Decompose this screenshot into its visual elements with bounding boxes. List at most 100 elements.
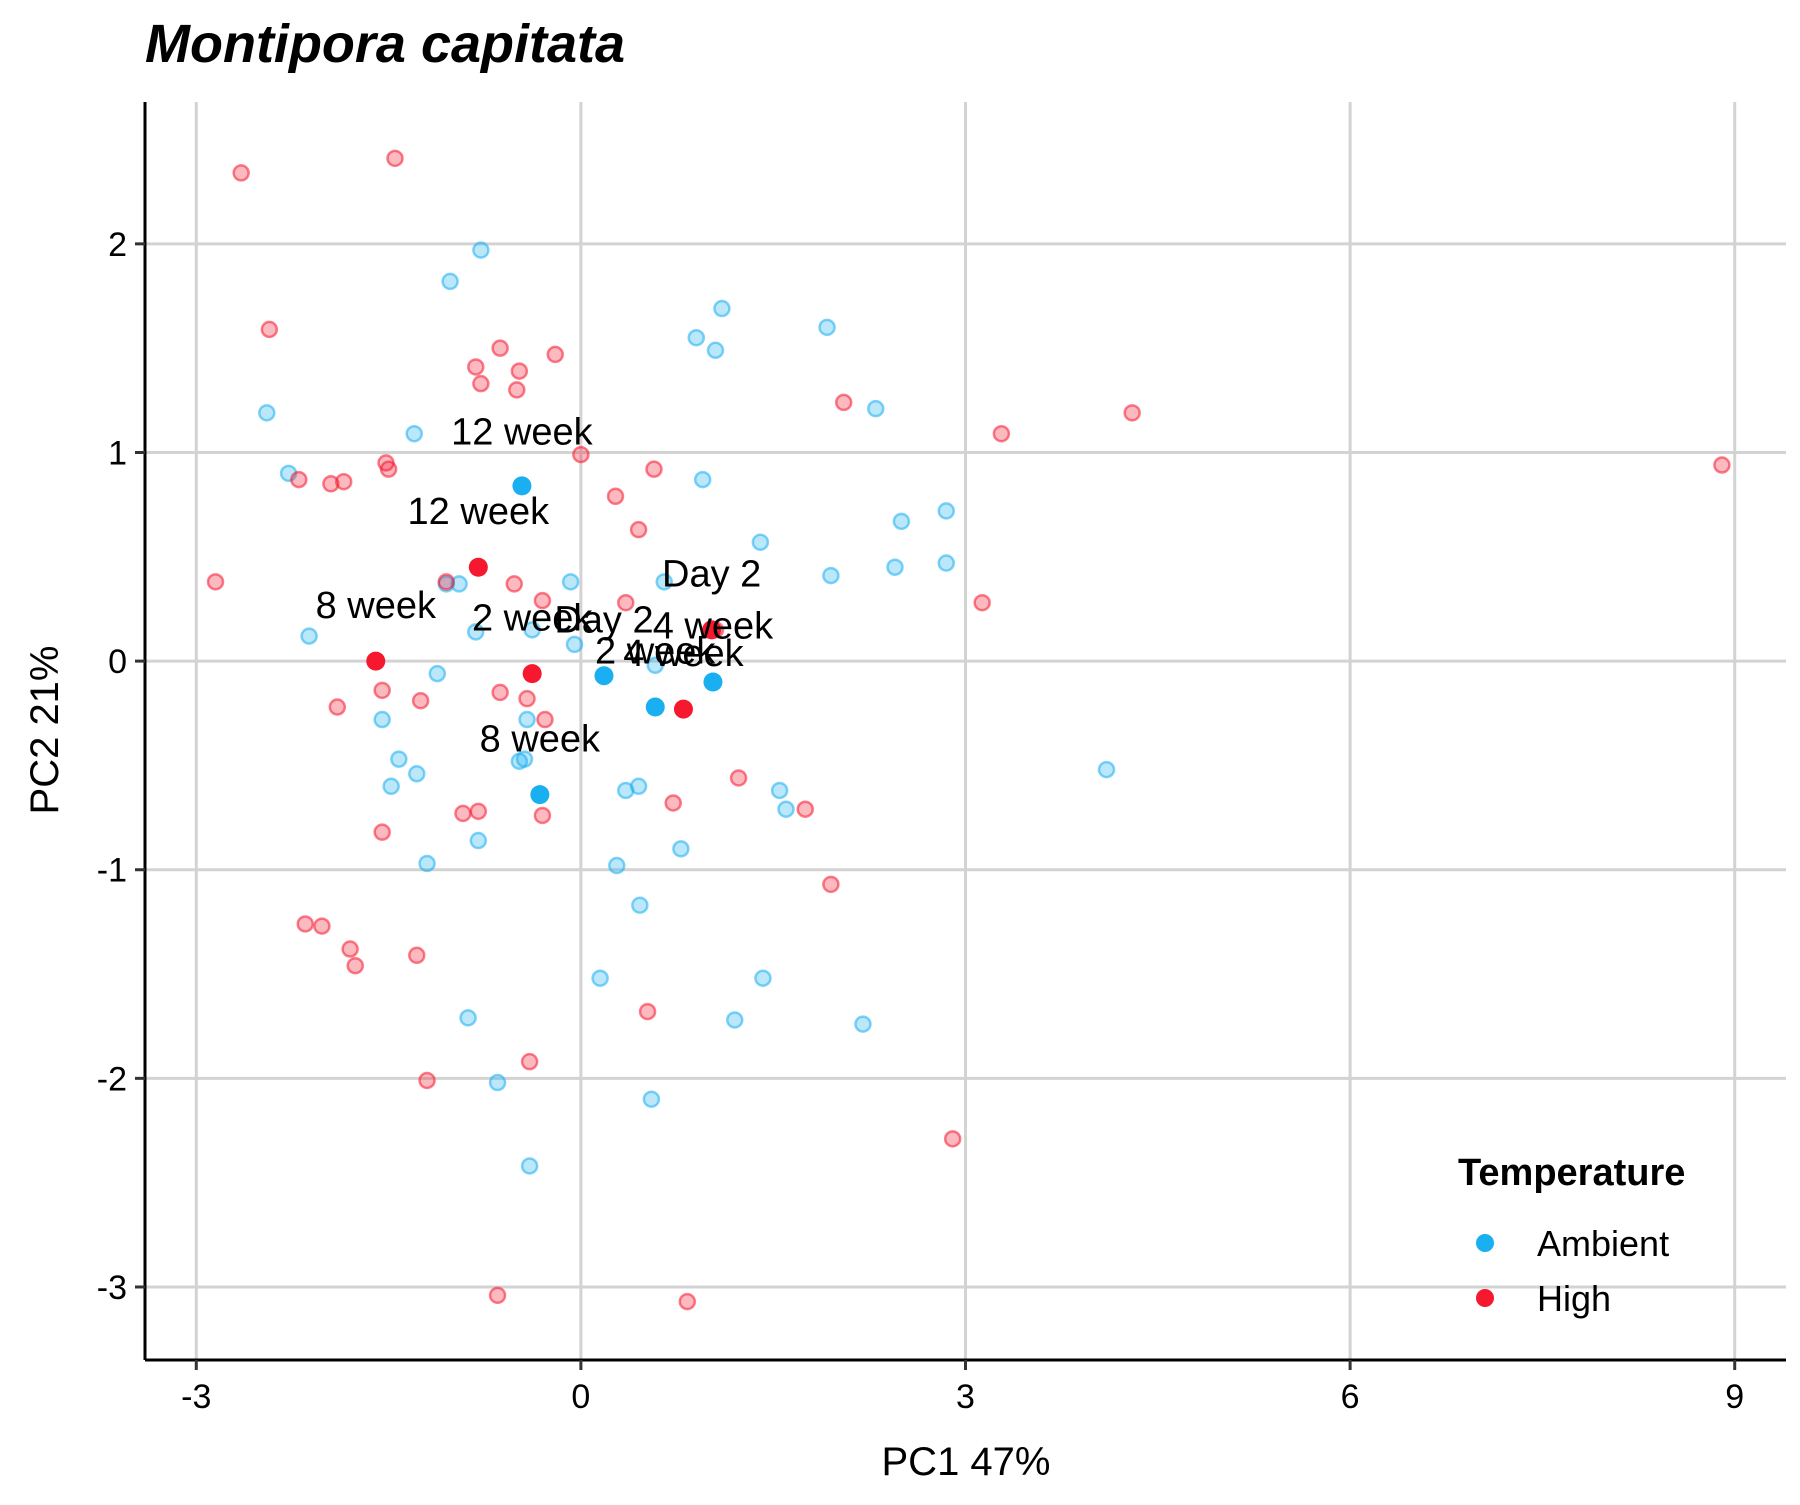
legend: Temperature Ambient High xyxy=(1458,1152,1685,1319)
sample-point-high xyxy=(408,946,426,965)
centroid-ambient-12-week xyxy=(512,476,532,496)
sample-point-ambient xyxy=(300,627,318,645)
centroid-label-high-12-week: 12 week xyxy=(408,491,551,533)
legend-marker-ambient xyxy=(1476,1234,1494,1252)
sample-point-high xyxy=(334,472,353,491)
sample-point-ambient xyxy=(467,623,485,641)
sample-point-high xyxy=(454,804,472,823)
sample-point-ambient xyxy=(518,710,536,729)
sample-point-ambient xyxy=(655,573,673,591)
sample-point-high xyxy=(373,823,391,841)
y-tick-label: -1 xyxy=(97,852,127,890)
sample-point-high xyxy=(1713,456,1731,474)
sample-point-high xyxy=(346,956,365,975)
sample-point-ambient xyxy=(867,399,885,418)
centroid-ambient-8-week xyxy=(530,785,550,805)
sample-point-high xyxy=(467,358,485,376)
sample-point-ambient xyxy=(818,318,836,337)
sample-point-ambient xyxy=(617,781,635,800)
sample-point-ambient xyxy=(428,664,447,683)
sample-point-ambient xyxy=(373,710,391,729)
sample-point-ambient xyxy=(591,969,609,987)
sample-point-high xyxy=(992,424,1011,443)
sample-point-ambient xyxy=(777,800,795,818)
x-tick-label: 9 xyxy=(1725,1378,1744,1416)
sample-point-high xyxy=(373,681,391,700)
gridlines xyxy=(145,102,1786,1360)
sample-point-high xyxy=(606,487,625,506)
centroid-points xyxy=(366,476,723,805)
x-tick-label: 3 xyxy=(956,1378,975,1416)
sample-point-ambient xyxy=(488,1073,507,1092)
sample-point-ambient xyxy=(770,781,789,800)
sample-point-high xyxy=(232,164,250,182)
sample-point-ambient xyxy=(642,1090,661,1108)
sample-point-high xyxy=(491,683,509,702)
y-tick-label: -3 xyxy=(97,1269,127,1307)
sample-point-ambient xyxy=(418,854,436,873)
sample-point-ambient xyxy=(565,635,584,654)
legend-label-ambient: Ambient xyxy=(1537,1223,1669,1264)
sample-point-high xyxy=(508,381,526,399)
sample-point-high xyxy=(572,445,590,464)
sample-point-high xyxy=(386,149,404,168)
centroid-label-ambient-day-2: Day 2 xyxy=(554,599,653,641)
centroid-label-ambient-2-week: 2 week xyxy=(595,631,716,673)
sample-point-high xyxy=(469,802,488,821)
sample-point-ambient xyxy=(754,969,772,987)
sample-point-high xyxy=(491,339,509,357)
centroid-high-4-week xyxy=(673,699,693,719)
centroid-high-day-2 xyxy=(702,620,722,640)
sample-point-ambient xyxy=(608,856,626,875)
sample-point-high xyxy=(418,1071,436,1090)
sample-point-high xyxy=(943,1130,962,1148)
legend-label-high: High xyxy=(1537,1278,1611,1319)
sample-point-high xyxy=(296,915,315,933)
sample-point-ambient xyxy=(937,554,956,572)
centroid-high-2-week xyxy=(522,664,542,684)
sample-point-high xyxy=(206,573,225,591)
sample-point-high xyxy=(313,917,331,935)
centroid-label-ambient-8-week: 8 week xyxy=(480,718,601,760)
sample-point-ambient xyxy=(405,424,423,443)
sample-point-high xyxy=(638,1002,657,1021)
sample-point-high xyxy=(678,1292,697,1311)
centroid-label-ambient-12-week: 12 week xyxy=(451,412,594,454)
axis-ticks: -3 0 3 6 9 -3 -2 -1 0 1 2 xyxy=(97,226,1744,1416)
sample-point-high xyxy=(664,794,682,812)
x-tick-label: 6 xyxy=(1341,1378,1360,1416)
sample-point-high xyxy=(437,573,456,591)
sample-point-high xyxy=(1123,404,1141,422)
sample-point-high xyxy=(510,362,529,380)
sample-point-ambient xyxy=(469,831,488,850)
sample-point-ambient xyxy=(561,573,580,591)
y-tick-label: 2 xyxy=(108,226,127,264)
sample-point-high xyxy=(536,710,554,729)
sample-point-ambient xyxy=(459,1009,477,1027)
chart-title: Montipora capitata xyxy=(145,14,625,74)
sample-point-ambient xyxy=(854,1015,872,1033)
sample-point-ambient xyxy=(382,777,400,796)
sample-point-ambient xyxy=(892,512,911,531)
sample-point-high xyxy=(518,689,536,708)
sample-point-ambient xyxy=(408,765,426,783)
sample-point-high xyxy=(729,769,748,787)
sample-point-ambient xyxy=(441,272,459,291)
sample-point-high xyxy=(341,940,359,958)
sample-point-ambient xyxy=(520,1157,539,1175)
legend-marker-high xyxy=(1476,1289,1494,1307)
sample-point-ambient xyxy=(693,470,712,489)
sample-point-high xyxy=(411,691,430,710)
sample-point-high xyxy=(520,1052,539,1071)
sample-point-ambient xyxy=(1097,760,1116,779)
sample-point-high xyxy=(796,800,814,818)
centroid-ambient-4-week xyxy=(703,672,723,692)
sample-point-high xyxy=(629,520,648,539)
sample-point-ambient xyxy=(631,896,649,914)
sample-point-high xyxy=(822,875,840,894)
centroid-high-12-week xyxy=(468,557,488,577)
centroid-label-high-8-week: 8 week xyxy=(316,585,437,627)
sample-point-ambient xyxy=(672,840,690,858)
